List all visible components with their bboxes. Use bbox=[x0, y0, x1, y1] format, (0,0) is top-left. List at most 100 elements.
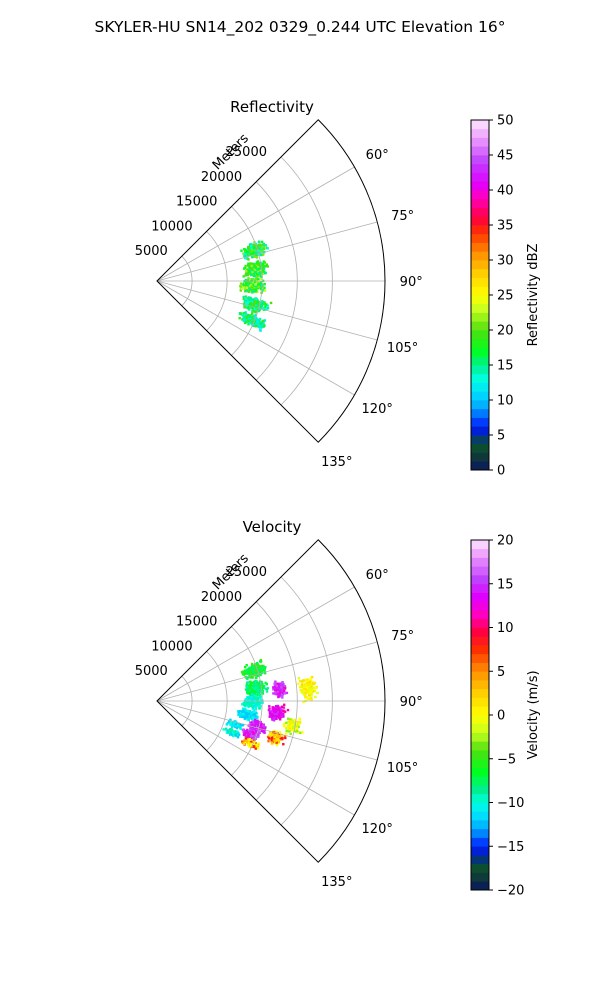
colorbar-segment bbox=[471, 408, 489, 418]
echo-gate bbox=[250, 734, 253, 738]
echo-gate bbox=[262, 253, 265, 256]
echo-gate bbox=[242, 710, 245, 713]
colorbar-segment bbox=[471, 706, 489, 716]
echo-gate bbox=[258, 707, 261, 710]
echo-gate bbox=[240, 715, 244, 718]
echo-gate bbox=[290, 718, 293, 721]
colorbar-tick-label: −10 bbox=[497, 796, 524, 811]
radial-tick-label: 5000 bbox=[135, 244, 168, 259]
echo-gate bbox=[243, 709, 247, 712]
echo-gate bbox=[251, 715, 255, 718]
echo-gate bbox=[229, 718, 232, 721]
echo-gate bbox=[233, 733, 236, 737]
echo-gate bbox=[251, 319, 254, 322]
echo-gate bbox=[246, 300, 250, 303]
echo-gate bbox=[257, 285, 261, 288]
echo-gate bbox=[253, 249, 257, 252]
echo-gate bbox=[278, 716, 281, 719]
echo-gate bbox=[274, 691, 277, 694]
echo-gate bbox=[251, 250, 255, 254]
echo-gate bbox=[281, 737, 284, 740]
colorbar-segment bbox=[471, 793, 489, 803]
echo-gate bbox=[247, 251, 250, 255]
colorbar-segment bbox=[471, 627, 489, 637]
echo-gate bbox=[253, 693, 257, 696]
echo-gate bbox=[301, 690, 305, 693]
echo-gate bbox=[247, 730, 250, 733]
echo-gate bbox=[283, 735, 287, 738]
echo-gate bbox=[287, 717, 290, 720]
echo-gate bbox=[252, 301, 255, 305]
colorbar-segment bbox=[471, 207, 489, 217]
echo-gate bbox=[249, 290, 252, 293]
echo-gate bbox=[280, 705, 284, 709]
echo-gate bbox=[258, 308, 261, 311]
echo-gate bbox=[282, 743, 285, 746]
echo-gate bbox=[280, 733, 283, 737]
reflectivity-grid bbox=[156, 156, 385, 406]
echo-gate bbox=[269, 731, 272, 734]
colorbar-segment bbox=[471, 225, 489, 235]
colorbar-segment bbox=[471, 846, 489, 856]
echo-gate bbox=[252, 323, 255, 326]
echo-gate bbox=[267, 708, 271, 712]
echo-gate bbox=[257, 267, 260, 271]
echo-gate bbox=[250, 666, 253, 669]
echo-gate bbox=[238, 725, 241, 729]
azimuth-gridline bbox=[156, 586, 355, 702]
colorbar-tick-label: −15 bbox=[497, 840, 524, 855]
echo-gate bbox=[260, 684, 264, 688]
colorbar-segment bbox=[471, 855, 489, 865]
echo-gate bbox=[248, 738, 251, 741]
echo-gate bbox=[251, 304, 255, 307]
echo-gate bbox=[254, 680, 257, 683]
echo-gate bbox=[253, 278, 256, 282]
echo-gate bbox=[270, 717, 274, 720]
echo-gate bbox=[247, 283, 251, 286]
echo-gate bbox=[272, 719, 276, 722]
echo-gate bbox=[252, 668, 256, 672]
echo-gate bbox=[302, 691, 305, 694]
echo-gate bbox=[253, 316, 256, 319]
echo-gate bbox=[254, 668, 258, 671]
radial-tick-label: 5000 bbox=[135, 664, 168, 679]
colorbar-segment bbox=[471, 680, 489, 690]
colorbar-segment bbox=[471, 155, 489, 165]
echo-gate bbox=[263, 667, 266, 670]
echo-gate bbox=[252, 695, 256, 699]
colorbar-segment bbox=[471, 417, 489, 427]
echo-gate bbox=[291, 722, 294, 725]
echo-gate bbox=[259, 274, 262, 278]
echo-gate bbox=[249, 680, 252, 683]
colorbar-segment bbox=[471, 172, 489, 182]
echo-gate bbox=[245, 286, 249, 290]
echo-gate bbox=[254, 718, 257, 722]
echo-gate bbox=[255, 322, 258, 325]
echo-gate bbox=[242, 318, 246, 321]
echo-gate bbox=[280, 683, 284, 687]
echo-gate bbox=[288, 718, 292, 721]
echo-gate bbox=[280, 735, 283, 738]
echo-gate bbox=[257, 691, 260, 694]
echo-gate bbox=[226, 722, 230, 725]
theta-tick-label: 105° bbox=[387, 341, 418, 356]
echo-gate bbox=[314, 695, 317, 699]
echo-gate bbox=[263, 283, 266, 286]
echo-gate bbox=[304, 678, 307, 681]
echo-gate bbox=[252, 742, 256, 746]
echo-gate bbox=[259, 705, 262, 708]
echo-gate bbox=[281, 696, 284, 699]
echo-gate bbox=[259, 658, 263, 662]
echo-gate bbox=[245, 734, 248, 737]
echo-gate bbox=[243, 669, 247, 672]
echo-gate bbox=[254, 323, 257, 326]
echo-gate bbox=[250, 284, 253, 288]
echo-gate bbox=[289, 732, 292, 736]
echo-gate bbox=[251, 724, 255, 727]
echo-gate bbox=[253, 694, 256, 697]
echo-gate bbox=[285, 691, 289, 695]
echo-gate bbox=[253, 301, 257, 305]
echo-gate bbox=[259, 268, 262, 272]
echo-gate bbox=[252, 680, 256, 684]
